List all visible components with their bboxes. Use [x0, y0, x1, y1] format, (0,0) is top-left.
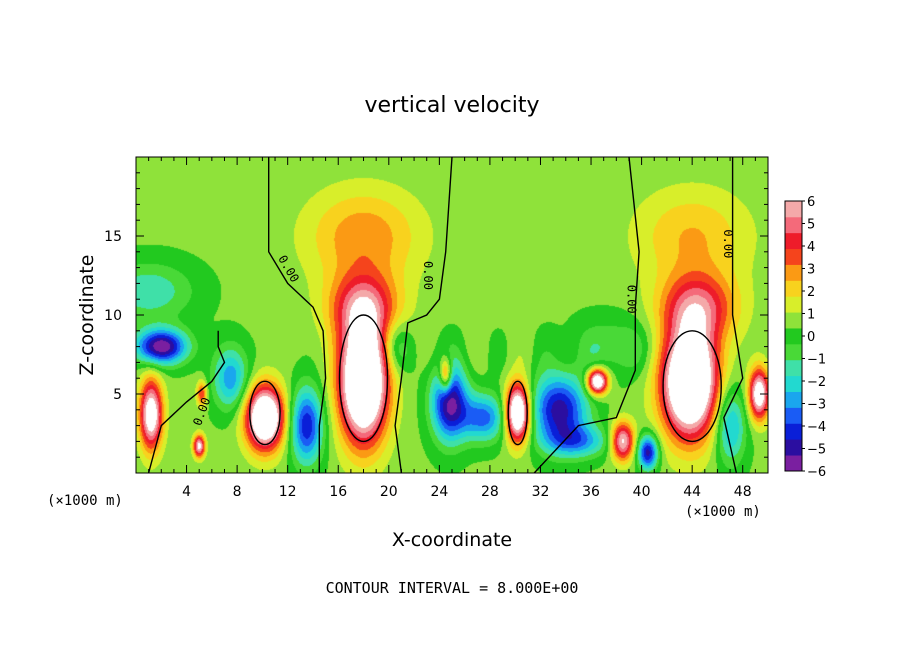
- x-tick-label: 32: [532, 484, 550, 500]
- colorbar-label: −1: [807, 353, 826, 368]
- x-unit-left: (×1000 m): [47, 493, 123, 509]
- contour-loop: [662, 330, 722, 443]
- colorbar-swatch: [785, 391, 802, 408]
- x-axis-label: X-coordinate: [392, 529, 512, 551]
- colorbar-swatch: [785, 216, 802, 234]
- y-tick-label: 10: [104, 308, 122, 324]
- colorbar-swatch: [785, 296, 802, 313]
- colorbar-swatch: [785, 248, 802, 265]
- colorbar-label: −6: [807, 465, 826, 480]
- contour-label: 0.00: [721, 229, 735, 258]
- contour-line: [147, 330, 226, 473]
- y-axis-label: Z-coordinate: [76, 255, 98, 376]
- colorbar-label: 5: [807, 218, 815, 233]
- colorbar-label: 2: [807, 285, 815, 300]
- y-tick-label: 5: [113, 387, 122, 403]
- y-axis: 5 10 15: [104, 172, 768, 458]
- x-tick-label: 40: [633, 484, 651, 500]
- colorbar-swatch: [785, 439, 802, 456]
- x-axis: 4 8 12 16 20 24 28 32 36 40 44 48: [148, 157, 756, 500]
- contour-interval-note: CONTOUR INTERVAL = 8.000E+00: [326, 579, 579, 597]
- x-tick-label: 48: [734, 484, 752, 500]
- chart-title: vertical velocity: [364, 93, 539, 118]
- colorbar-swatch: [785, 343, 802, 361]
- contour-line: [268, 157, 327, 473]
- colorbar-label: 4: [807, 240, 815, 255]
- colorbar-label: −3: [807, 398, 826, 413]
- x-tick-label: 44: [683, 484, 701, 500]
- colorbar-swatch: [785, 455, 802, 472]
- colorbar-swatch: [785, 375, 802, 392]
- velocity-field: [136, 157, 768, 473]
- colorbar-swatch: [785, 312, 802, 329]
- colorbar-swatch: [785, 264, 802, 281]
- x-tick-label: 28: [481, 484, 499, 500]
- contour-line: [533, 157, 640, 473]
- contour-loop: [507, 380, 528, 446]
- colorbar-swatch: [785, 328, 802, 345]
- colorbar-label: 3: [807, 263, 815, 278]
- contour-line: [394, 157, 453, 473]
- colorbar-swatch: [785, 423, 802, 440]
- colorbar-label: 6: [807, 195, 815, 210]
- x-tick-label: 12: [279, 484, 297, 500]
- contour-loop: [338, 314, 389, 443]
- x-tick-label: 8: [233, 484, 242, 500]
- colorbar-label: −4: [807, 420, 826, 435]
- contour-loop: [249, 380, 281, 446]
- colorbar-label: −5: [807, 443, 826, 458]
- colorbar-swatch: [785, 201, 802, 218]
- contour-line: [723, 157, 744, 473]
- colorbar-label: 0: [807, 330, 815, 345]
- plot-area: 0.00 0.000.000.000.00: [135, 156, 769, 474]
- x-tick-label: 36: [582, 484, 600, 500]
- colorbar: 6 5 4 3 2 1 0 −1 −2 −3 −4 −5 −6: [784, 195, 826, 480]
- y-tick-label: 15: [104, 229, 122, 245]
- colorbar-swatch: [785, 232, 802, 250]
- contour-label: 0.00: [421, 261, 435, 290]
- x-tick-label: 24: [430, 484, 448, 500]
- x-tick-label: 4: [182, 484, 191, 500]
- x-tick-label: 16: [329, 484, 347, 500]
- colorbar-swatch: [785, 359, 802, 377]
- zero-contours: [147, 157, 744, 473]
- contour-label: 0.00: [625, 285, 639, 314]
- colorbar-label: −2: [807, 375, 826, 390]
- colorbar-label: 1: [807, 308, 815, 323]
- x-unit-right: (×1000 m): [685, 504, 761, 520]
- x-tick-label: 20: [380, 484, 398, 500]
- colorbar-swatch: [785, 280, 802, 297]
- colorbar-swatch: [785, 407, 802, 424]
